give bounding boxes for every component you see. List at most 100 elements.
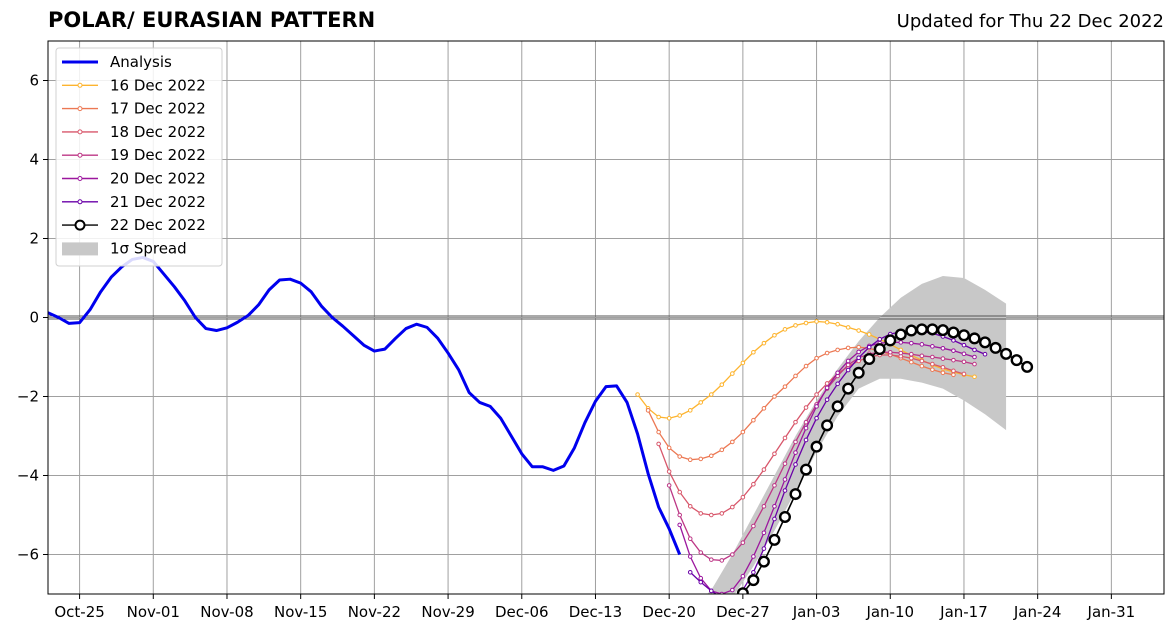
series-point: [772, 504, 777, 509]
legend-marker: [77, 129, 83, 135]
series-point: [982, 351, 988, 357]
series-point: [708, 588, 714, 594]
series-point: [940, 346, 946, 351]
series-point: [810, 440, 823, 453]
series-point: [782, 488, 788, 493]
series-point: [803, 363, 809, 369]
legend-marker: [77, 199, 83, 205]
series-point: [789, 488, 802, 501]
series-point: [940, 370, 946, 376]
chart-title: POLAR/ EURASIAN PATTERN: [48, 8, 376, 32]
series-point: [757, 555, 770, 568]
series-point: [698, 575, 704, 581]
series-point: [936, 324, 949, 337]
legend-marker: [77, 82, 83, 88]
series-point: [736, 587, 749, 594]
series-point: [919, 363, 925, 369]
x-tick-label: Dec-27: [716, 603, 770, 621]
series-point: [782, 477, 788, 482]
series-point: [961, 371, 967, 377]
series-point: [782, 384, 788, 389]
x-tick-label: Dec-13: [569, 603, 623, 621]
series-point: [1021, 360, 1034, 373]
series-point: [677, 454, 682, 459]
x-tick-label: Dec-06: [495, 603, 549, 621]
x-tick-label: Dec-20: [642, 603, 696, 621]
series-point: [698, 511, 704, 516]
y-tick-label: 4: [29, 151, 39, 169]
x-tick-label: Jan-17: [939, 603, 988, 621]
series-point: [940, 364, 946, 370]
series-point: [698, 456, 704, 462]
y-tick-label: 6: [29, 72, 39, 90]
series-point: [761, 504, 767, 509]
series-point: [793, 419, 798, 425]
series-point: [656, 429, 661, 435]
series-point: [803, 419, 809, 425]
series-point: [824, 350, 830, 356]
series-point: [656, 414, 661, 420]
legend-label: 21 Dec 2022: [110, 193, 206, 211]
series-point: [951, 348, 956, 353]
series-point: [856, 344, 861, 350]
series-point: [919, 342, 925, 347]
series-point: [919, 353, 925, 359]
series-point: [751, 554, 756, 559]
series-point: [835, 347, 840, 353]
series-point: [772, 516, 777, 522]
legend-marker: [77, 176, 83, 181]
series-point: [666, 445, 672, 451]
series-point: [1010, 354, 1023, 367]
series-point: [730, 587, 735, 593]
series-point: [793, 462, 798, 467]
series-point: [761, 467, 767, 472]
series-point: [719, 447, 725, 453]
series-point: [915, 323, 928, 336]
series-point: [782, 327, 788, 332]
y-axis-ticks: −6 −4 −2 0 2 4 6: [17, 72, 48, 564]
legend-marker: [77, 152, 83, 158]
series-point: [740, 360, 746, 366]
series-point: [814, 404, 819, 409]
series-point: [831, 400, 844, 413]
x-tick-label: Jan-31: [1087, 603, 1136, 621]
series-point: [740, 573, 746, 579]
x-axis-ticks: Oct-25 Nov-01 Nov-08 Nov-15 Nov-22 Nov-29 Dec-…: [54, 594, 1135, 621]
series-point: [645, 408, 651, 413]
series-point: [793, 323, 798, 328]
series-point: [909, 351, 914, 357]
series-point: [751, 569, 756, 575]
x-tick-label: Jan-03: [792, 603, 841, 621]
series-point: [740, 494, 746, 500]
series-point: [961, 351, 967, 357]
series-point: [719, 558, 725, 563]
legend-swatch: [62, 242, 98, 256]
series-point: [856, 355, 861, 361]
series-point: [677, 413, 682, 418]
series-point: [824, 397, 830, 402]
y-tick-label: 2: [29, 230, 39, 248]
analysis-line: [48, 255, 682, 556]
series-point: [761, 530, 767, 536]
series-point: [730, 371, 735, 376]
series-point: [803, 405, 809, 410]
series-point: [842, 382, 855, 395]
series-point: [803, 437, 809, 443]
series-point: [803, 425, 809, 431]
series-point: [782, 435, 788, 441]
x-tick-label: Nov-29: [421, 603, 474, 621]
series-point: [968, 332, 981, 345]
series-point: [782, 461, 788, 466]
series-point: [778, 510, 791, 523]
series-point: [747, 574, 760, 587]
series-point: [772, 483, 777, 488]
x-tick-label: Nov-08: [200, 603, 253, 621]
series-point: [719, 382, 725, 387]
series-point: [677, 512, 682, 518]
series-point: [940, 356, 946, 361]
series-point: [873, 343, 886, 356]
series-point: [761, 406, 767, 411]
series-point: [761, 340, 767, 346]
series-point: [751, 349, 756, 355]
